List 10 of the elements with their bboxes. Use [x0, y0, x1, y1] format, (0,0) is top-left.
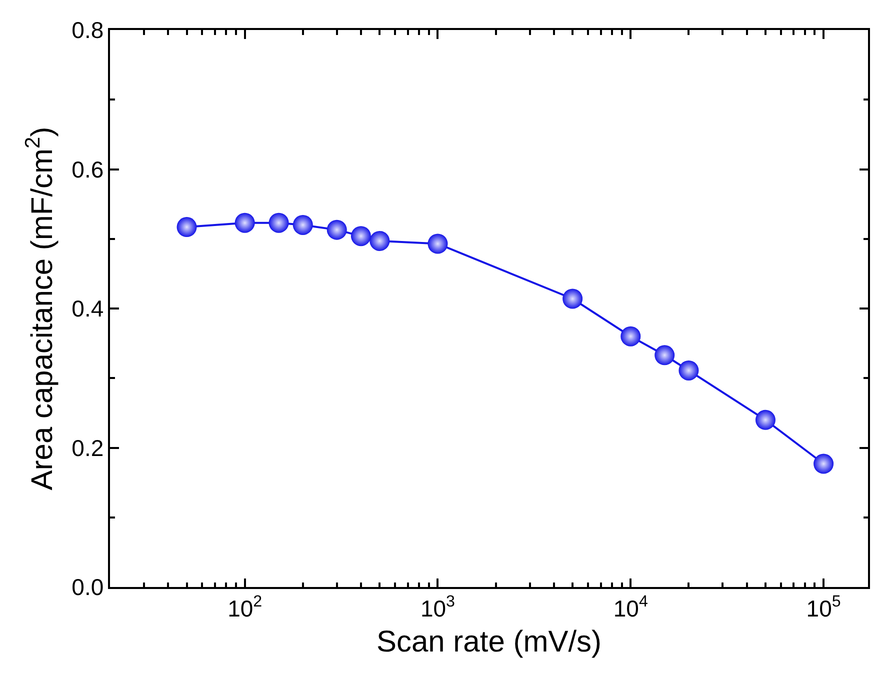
x-tick-label: 10$^{2}$: [228, 592, 262, 622]
x-axis-title: Scan rate (mV/s): [376, 625, 602, 658]
y-tick-label: 0.2: [72, 434, 104, 461]
x-tick-label: 10$^{3}$: [420, 592, 456, 622]
y-tick-label: 0.4: [72, 296, 104, 322]
x-tick-label: 10$^{5}$: [806, 592, 841, 622]
y-tick-label: 0.6: [72, 156, 104, 182]
y-tick-label: 0.8: [72, 17, 104, 44]
x-tick-label: 10$^{4}$: [613, 592, 648, 622]
y-tick-label: 0.0: [72, 574, 104, 600]
